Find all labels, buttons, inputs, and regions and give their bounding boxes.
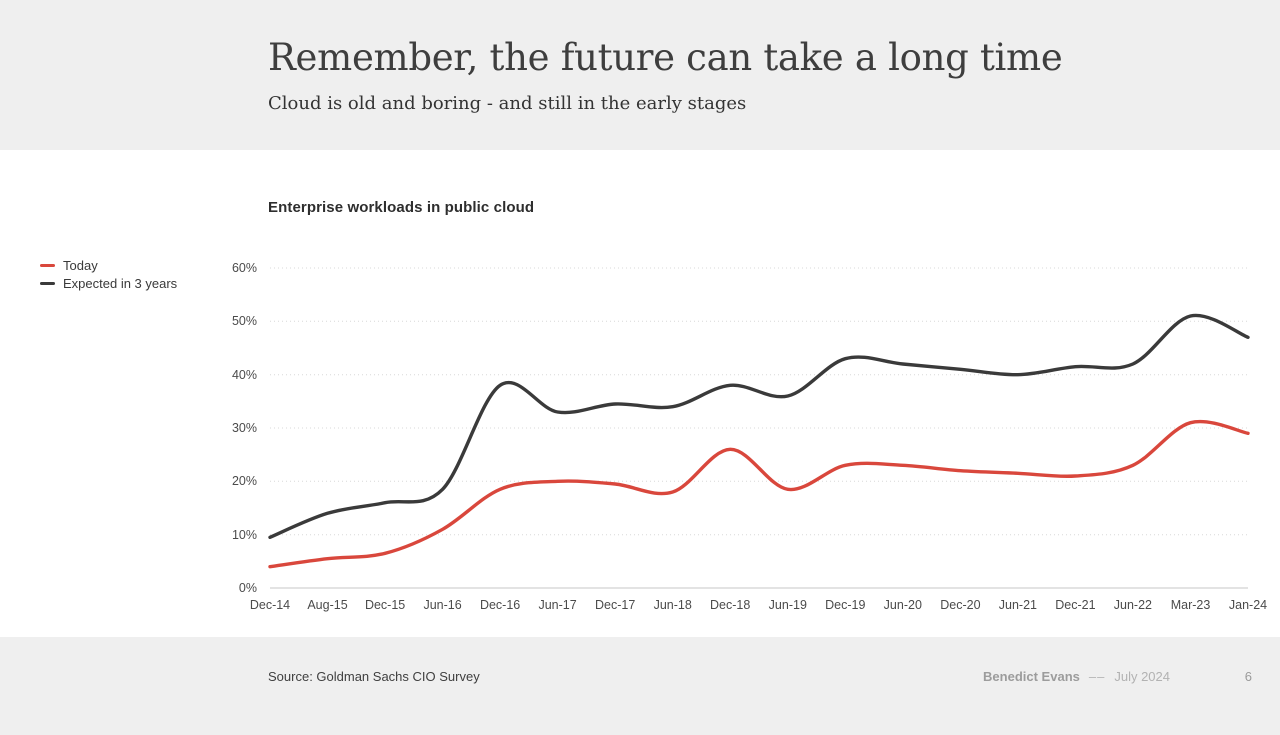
- series-line-expected-in-3-years: [268, 313, 1250, 539]
- x-axis-label: Aug-15: [307, 598, 348, 612]
- x-axis-label: Dec-19: [825, 598, 866, 612]
- page-number: 6: [1244, 669, 1252, 684]
- x-axis-label: Jun-19: [768, 598, 807, 612]
- expected-line-swatch: [40, 281, 55, 285]
- legend-item-today: Today: [40, 257, 177, 273]
- y-axis-label: 10%: [231, 527, 257, 542]
- slide-title: Remember, the future can take a long tim…: [268, 36, 1063, 79]
- legend-label-expected: Expected in 3 years: [63, 275, 178, 291]
- chart-title: Enterprise workloads in public cloud: [268, 199, 535, 216]
- legend-item-expected: Expected in 3 years: [40, 275, 178, 291]
- source-note: Source: Goldman Sachs CIO Survey: [268, 669, 480, 684]
- legend-label-today: Today: [63, 257, 98, 273]
- slide-subtitle: Cloud is old and boring - and still in t…: [268, 93, 747, 114]
- y-axis-label: 60%: [231, 261, 257, 275]
- x-axis-label: Jun-21: [998, 598, 1037, 612]
- chart-legend: Today Expected in 3 years: [40, 257, 178, 291]
- x-axis-label: Dec-15: [364, 598, 406, 612]
- footer-band: [0, 637, 1280, 735]
- slide-date: July 2024: [1114, 669, 1170, 684]
- x-axis-label: Jun-18: [653, 598, 692, 612]
- x-axis-label: Jun-22: [1113, 598, 1152, 612]
- y-axis-label: 20%: [231, 474, 257, 489]
- y-axis-label: 40%: [231, 367, 257, 382]
- x-axis-label: Dec-18: [710, 598, 751, 612]
- today-line-swatch: [40, 263, 55, 267]
- dash-separator: ––: [1088, 669, 1106, 684]
- x-axis-label: Dec-16: [479, 598, 521, 612]
- footer-credit: Benedict Evans –– July 2024: [983, 669, 1170, 685]
- series-line-today: [268, 419, 1250, 569]
- x-axis-label: Dec-21: [1055, 598, 1096, 612]
- header-band: [0, 0, 1280, 150]
- y-axis-label: 50%: [231, 314, 257, 329]
- x-axis-label: Jan-24: [1228, 598, 1268, 612]
- x-axis-label: Mar-23: [1170, 598, 1211, 612]
- x-axis-label: Jun-20: [883, 598, 922, 612]
- x-axis-label: Dec-14: [249, 598, 291, 612]
- x-axis-label: Dec-17: [595, 598, 636, 612]
- y-axis-label: 0%: [238, 581, 257, 595]
- y-axis-label: 30%: [231, 421, 257, 435]
- x-axis-label: Jun-17: [538, 598, 577, 612]
- author-name: Benedict Evans: [983, 669, 1080, 684]
- x-axis-label: Jun-16: [423, 598, 462, 612]
- x-axis-label: Dec-20: [940, 598, 981, 612]
